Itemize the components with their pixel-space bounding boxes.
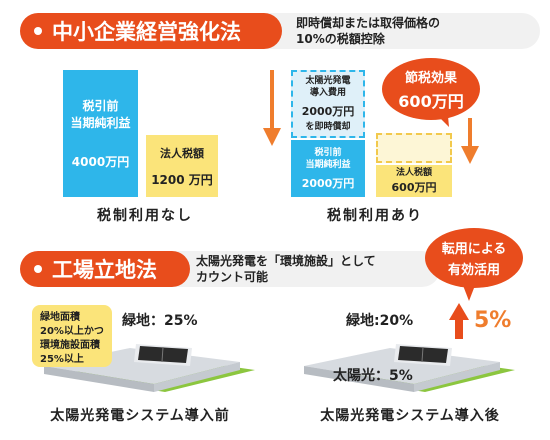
left-tax-label: 法人税額 xyxy=(160,146,204,160)
right-tax-value: 600万円 xyxy=(391,181,437,194)
conversion-bubble-line2: 有効活用 xyxy=(447,263,500,278)
right-tax-bar: 法人税額 600万円 xyxy=(376,165,452,197)
requirement-note: 緑地面積 20%以上かつ 環境施設面積 25%以上 xyxy=(32,305,112,367)
note-line3: 環境施設面積 xyxy=(40,340,100,351)
right-solar-value: 2000万円 xyxy=(301,105,355,118)
conversion-bubble: 転用による 有効活用 xyxy=(425,228,523,288)
right-profit-value: 2000万円 xyxy=(301,176,355,190)
increase-label: 5% xyxy=(474,308,512,333)
note-line4: 25%以上 xyxy=(40,354,84,365)
section2-title-pill: 工場立地法 xyxy=(20,251,190,287)
note-line2: 20%以上かつ xyxy=(40,326,104,337)
section1-description-line2: 10%の税額控除 xyxy=(296,32,385,46)
right-profit-label-line2: 当期純利益 xyxy=(305,159,351,170)
right-tax-label: 法人税額 xyxy=(395,168,432,178)
left-profit-label-line2: 当期純利益 xyxy=(70,116,131,130)
right-solar-cost-box: 太陽光発電 導入費用 2000万円 を即時償却 xyxy=(291,70,365,138)
right-saved-tax-box xyxy=(376,133,452,163)
after-green-label: 緑地:20% xyxy=(346,313,414,329)
right-solar-line2: 導入費用 xyxy=(309,88,346,98)
down-arrow-icon xyxy=(461,118,479,164)
right-profit-label-line1: 税引前 xyxy=(314,147,342,158)
left-tax-value: 1200 万円 xyxy=(151,172,213,187)
right-solar-note: を即時償却 xyxy=(305,122,351,132)
section2-description-line2: カウント可能 xyxy=(196,270,269,284)
before-green-label: 緑地：25% xyxy=(122,313,198,329)
left-profit-label-line1: 税引前 xyxy=(82,99,119,113)
left-tax-bar: 法人税額 1200 万円 xyxy=(146,135,218,197)
saving-bubble-line2: 600万円 xyxy=(398,91,464,111)
section2-description-line1: 太陽光発電を「環境施設」として xyxy=(196,254,376,268)
bullet-dot-icon xyxy=(34,27,42,35)
after-solar-label: 太陽光：5% xyxy=(333,368,413,384)
right-caption: 税制利用あり xyxy=(327,208,423,224)
section2-title: 工場立地法 xyxy=(52,258,157,282)
section1-description-line1: 即時償却または取得価格の xyxy=(296,16,441,30)
section1-title-pill: 中小企業経営強化法 xyxy=(20,13,282,49)
left-profit-value: 4000万円 xyxy=(71,155,130,169)
left-caption: 税制利用なし xyxy=(97,208,193,224)
conversion-bubble-line1: 転用による xyxy=(441,242,507,257)
saving-bubble: 節税効果 600万円 xyxy=(382,58,480,120)
right-solar-line1: 太陽光発電 xyxy=(305,76,351,86)
section2-description: 太陽光発電を「環境施設」として カウント可能 xyxy=(140,251,440,287)
before-caption: 太陽光発電システム導入前 xyxy=(50,408,230,424)
saving-bubble-line1: 節税効果 xyxy=(404,70,457,86)
right-profit-bar: 税引前 当期純利益 2000万円 xyxy=(291,140,365,197)
factory-site-after-illustration xyxy=(304,344,515,392)
section1-title: 中小企業経営強化法 xyxy=(52,20,241,44)
after-caption: 太陽光発電システム導入後 xyxy=(320,408,500,424)
section1-description: 即時償却または取得価格の 10%の税額控除 xyxy=(240,13,540,49)
up-arrow-icon xyxy=(449,303,469,339)
note-line1: 緑地面積 xyxy=(40,312,80,323)
bullet-dot-icon xyxy=(34,265,42,273)
down-arrow-icon xyxy=(263,70,281,146)
left-profit-bar: 税引前 当期純利益 4000万円 xyxy=(63,70,138,197)
